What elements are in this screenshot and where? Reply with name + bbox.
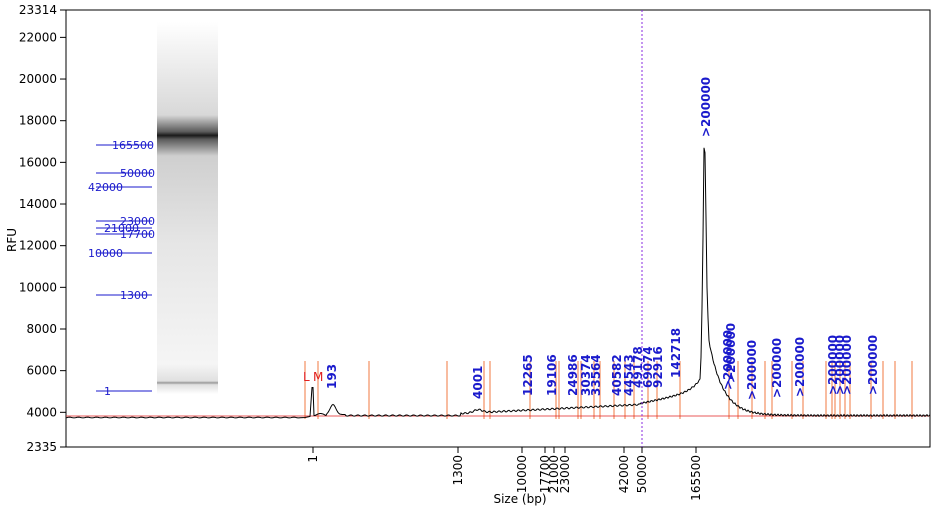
ladder-label: 50000 bbox=[120, 167, 155, 180]
peak-label: 44543 bbox=[622, 354, 636, 396]
ladder-label: 23000 bbox=[120, 215, 155, 228]
peak-label: 19106 bbox=[545, 354, 559, 396]
ladder-label: 165500 bbox=[112, 139, 154, 152]
peak-label: >200000 bbox=[833, 335, 847, 395]
x-tick-label: 10000 bbox=[515, 455, 529, 493]
x-tick-label: 165500 bbox=[689, 455, 703, 501]
y-tick-label: 14000 bbox=[19, 197, 57, 211]
peak-lines bbox=[304, 361, 913, 419]
x-tick-label: 1 bbox=[306, 455, 320, 463]
peak-label: >200000 bbox=[826, 335, 840, 395]
y-tick-label: 20000 bbox=[19, 72, 57, 86]
y-tick-label: 2335 bbox=[26, 440, 57, 454]
ladder-label: 17700 bbox=[120, 228, 155, 241]
peak-label: >200000 bbox=[745, 340, 759, 400]
x-tick-label: 23000 bbox=[558, 455, 572, 493]
y-axis-title: RFU bbox=[5, 228, 19, 252]
peak-label: 12265 bbox=[521, 354, 535, 396]
peak-label: 92916 bbox=[651, 346, 665, 388]
y-tick-label: 8000 bbox=[26, 322, 57, 336]
x-tick-label: 21000 bbox=[547, 455, 561, 493]
y-tick-label: 18000 bbox=[19, 114, 57, 128]
peak-label: >200000 bbox=[866, 335, 880, 395]
peak-label: 69074 bbox=[641, 346, 655, 388]
ladder-label: 21000 bbox=[104, 222, 139, 235]
peak-label: 49178 bbox=[631, 346, 645, 388]
x-tick-label: 50000 bbox=[635, 455, 649, 493]
y-tick-label: 16000 bbox=[19, 155, 57, 169]
y-tick-label: 23314 bbox=[19, 3, 57, 17]
y-tick-label: 22000 bbox=[19, 30, 57, 44]
peak-label: >200000 bbox=[724, 323, 738, 383]
ladder-label: 42000 bbox=[88, 181, 123, 194]
y-tick-label: 12000 bbox=[19, 239, 57, 253]
peak-label: 193 bbox=[325, 364, 339, 389]
peak-label: 30374 bbox=[579, 354, 593, 396]
peak-label: >200000 bbox=[793, 337, 807, 397]
marker-label: L bbox=[303, 370, 310, 384]
peak-label: 142718 bbox=[669, 328, 683, 378]
peak-label: >200000 bbox=[699, 77, 713, 137]
peak-label: 33564 bbox=[589, 354, 603, 396]
peak-label: >200000 bbox=[770, 338, 784, 398]
x-axis-title: Size (bp) bbox=[493, 492, 546, 506]
x-tick-label: 17700 bbox=[538, 455, 552, 493]
marker-label: M bbox=[313, 370, 323, 384]
x-tick-label: 1300 bbox=[451, 455, 465, 486]
peak-label: 4001 bbox=[471, 366, 485, 399]
y-tick-label: 10000 bbox=[19, 280, 57, 294]
peak-label: 24986 bbox=[566, 354, 580, 396]
rfu-trace bbox=[65, 147, 931, 419]
gel-lane bbox=[157, 22, 218, 394]
x-tick-label: 42000 bbox=[617, 455, 631, 493]
ladder-label: 10000 bbox=[88, 247, 123, 260]
y-tick-label: 4000 bbox=[26, 405, 57, 419]
y-axis: 2335 4000 6000 8000 10000 12000 14000 16000 1800… bbox=[19, 3, 66, 454]
gel-image bbox=[157, 22, 218, 394]
peak-label: >200000 bbox=[721, 330, 735, 390]
ladder-label: 1300 bbox=[120, 289, 148, 302]
ladder-label: 1 bbox=[104, 385, 111, 398]
peak-label: >200000 bbox=[840, 335, 854, 395]
y-tick-label: 6000 bbox=[26, 364, 57, 378]
peak-label: 40582 bbox=[610, 354, 624, 396]
